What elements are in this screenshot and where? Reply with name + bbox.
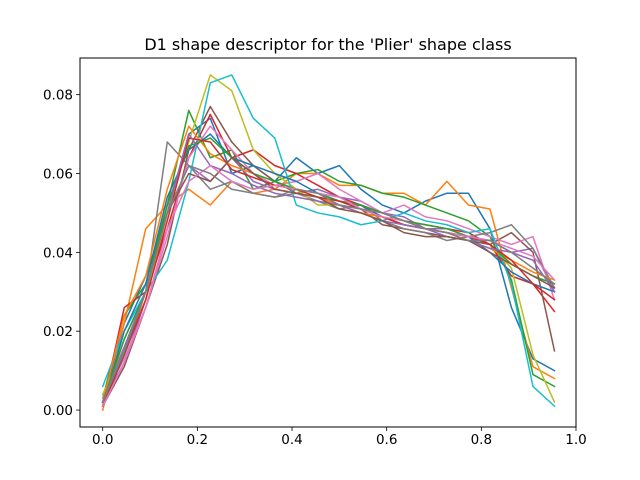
x-tick-label: 0.0 (92, 432, 113, 448)
y-tick-label: 0.08 (43, 88, 73, 104)
y-tick-label: 0.00 (43, 403, 73, 419)
x-tick-label: 0.2 (187, 432, 208, 448)
series-line-16 (101, 156, 556, 404)
series-line-18 (101, 164, 556, 404)
y-tick-label: 0.04 (43, 245, 73, 261)
x-tick-label: 0.8 (471, 432, 492, 448)
series-layer (101, 74, 556, 411)
x-tick-label: 0.6 (376, 432, 397, 448)
x-tick-label: 1.0 (565, 432, 586, 448)
plot-area-frame (79, 57, 577, 428)
x-axis: 0.0 0.2 0.4 0.6 0.8 1.0 (92, 427, 587, 448)
series-line-10 (101, 74, 556, 408)
series-line-17 (101, 164, 556, 408)
series-line-7 (101, 125, 556, 400)
y-tick-label: 0.02 (43, 324, 73, 340)
y-tick-label: 0.06 (43, 167, 73, 183)
chart-title: D1 shape descriptor for the 'Plier' shap… (144, 35, 511, 54)
x-tick-label: 0.4 (281, 432, 302, 448)
y-axis: 0.00 0.02 0.04 0.06 0.08 (43, 88, 80, 419)
